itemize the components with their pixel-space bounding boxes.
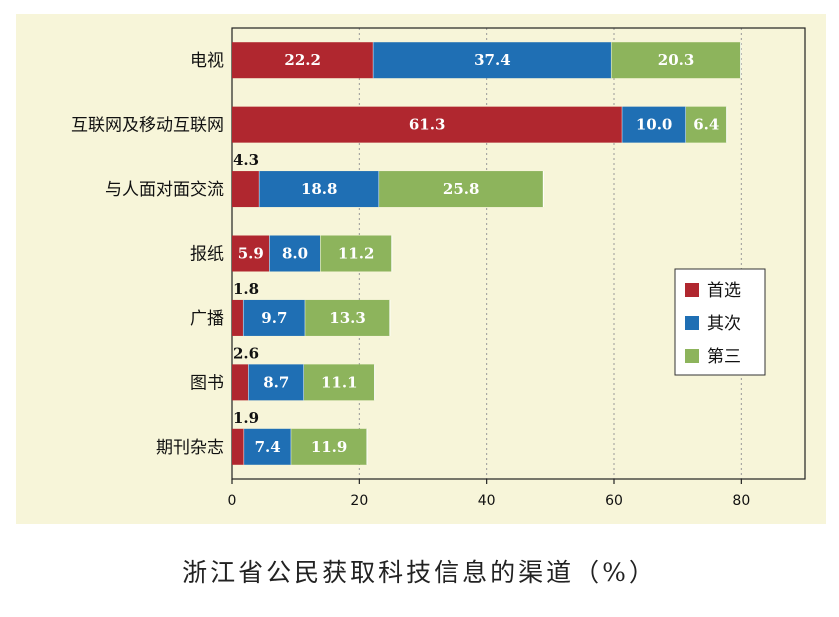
bar-value-label: 10.0 <box>636 116 673 134</box>
x-tick-label: 80 <box>732 493 750 509</box>
bar-value-label: 22.2 <box>284 51 321 69</box>
bar-segment <box>379 171 544 208</box>
bar-segment <box>244 428 292 465</box>
category-label: 期刊杂志 <box>156 438 224 458</box>
grid-lines <box>358 28 742 479</box>
bar-segment <box>685 106 727 143</box>
bar-value-label: 5.9 <box>238 245 264 263</box>
legend-label: 其次 <box>707 314 741 334</box>
bar-value-label: 1.8 <box>233 280 259 298</box>
bar-value-label: 11.1 <box>321 373 358 391</box>
category-label: 图书 <box>190 373 224 393</box>
bar-segment <box>320 235 392 272</box>
bar-segment <box>232 235 270 272</box>
bar-value-label: 37.4 <box>474 51 511 69</box>
bar-segment <box>232 106 623 143</box>
legend-swatch <box>685 349 699 363</box>
x-axis-ticks: 0 20 40 60 80 <box>228 479 750 509</box>
category-label: 广播 <box>190 309 224 329</box>
category-label: 互联网及移动互联网 <box>71 116 224 136</box>
bar-segment <box>259 171 380 208</box>
bar-segment <box>232 364 249 401</box>
legend-label: 第三 <box>707 347 741 367</box>
bar-value-label: 8.0 <box>282 245 308 263</box>
bar-segment <box>243 299 306 336</box>
bar-segment <box>303 364 375 401</box>
bar-value-label: 4.3 <box>233 151 259 169</box>
bar-segment <box>622 106 686 143</box>
bar-value-label: 2.6 <box>233 344 259 362</box>
bar-segment <box>232 428 245 465</box>
bar-value-label: 20.3 <box>658 51 695 69</box>
bar-value-label: 11.9 <box>311 438 348 456</box>
bar-value-label: 7.4 <box>255 438 281 456</box>
bar-value-label: 13.3 <box>329 309 366 327</box>
bar-segment <box>291 428 367 465</box>
bar-segment <box>248 364 304 401</box>
bar-segment <box>373 42 612 79</box>
bar-value-label: 11.2 <box>338 245 375 263</box>
bar-value-label: 6.4 <box>693 116 719 134</box>
bars <box>232 42 742 465</box>
bar-value-labels: 22.2 37.4 20.3 61.3 10.0 6.4 4.3 18.8 25.8 5.9 8.0… <box>233 51 719 456</box>
bar-segment <box>232 42 374 79</box>
bar-segment <box>305 299 390 336</box>
legend-swatch <box>685 283 699 297</box>
chart-caption: 浙江省公民获取科技信息的渠道（%） <box>182 558 657 587</box>
x-tick-label: 60 <box>605 493 623 509</box>
stacked-bar-chart: 22.2 37.4 20.3 61.3 10.0 6.4 4.3 18.8 25.8 5.9 8.0… <box>71 27 806 509</box>
bar-segment <box>232 299 244 336</box>
bar-segment <box>232 171 260 208</box>
bar-value-label: 9.7 <box>261 309 287 327</box>
bar-segment <box>611 42 741 79</box>
chart-panel: 22.2 37.4 20.3 61.3 10.0 6.4 4.3 18.8 25.8 5.9 8.0… <box>16 14 826 524</box>
bar-value-label: 61.3 <box>409 116 446 134</box>
legend-swatch <box>685 316 699 330</box>
category-label: 电视 <box>190 51 224 71</box>
x-tick-label: 20 <box>350 493 368 509</box>
category-label: 报纸 <box>190 245 224 265</box>
bar-value-label: 25.8 <box>443 180 480 198</box>
category-label: 与人面对面交流 <box>105 180 224 200</box>
legend-label: 首选 <box>707 281 741 301</box>
x-tick-label: 40 <box>478 493 496 509</box>
bar-value-label: 8.7 <box>263 373 289 391</box>
x-tick-label: 0 <box>228 493 237 509</box>
bar-value-label: 18.8 <box>301 180 338 198</box>
bar-segment <box>269 235 321 272</box>
bar-value-label: 1.9 <box>233 409 259 427</box>
